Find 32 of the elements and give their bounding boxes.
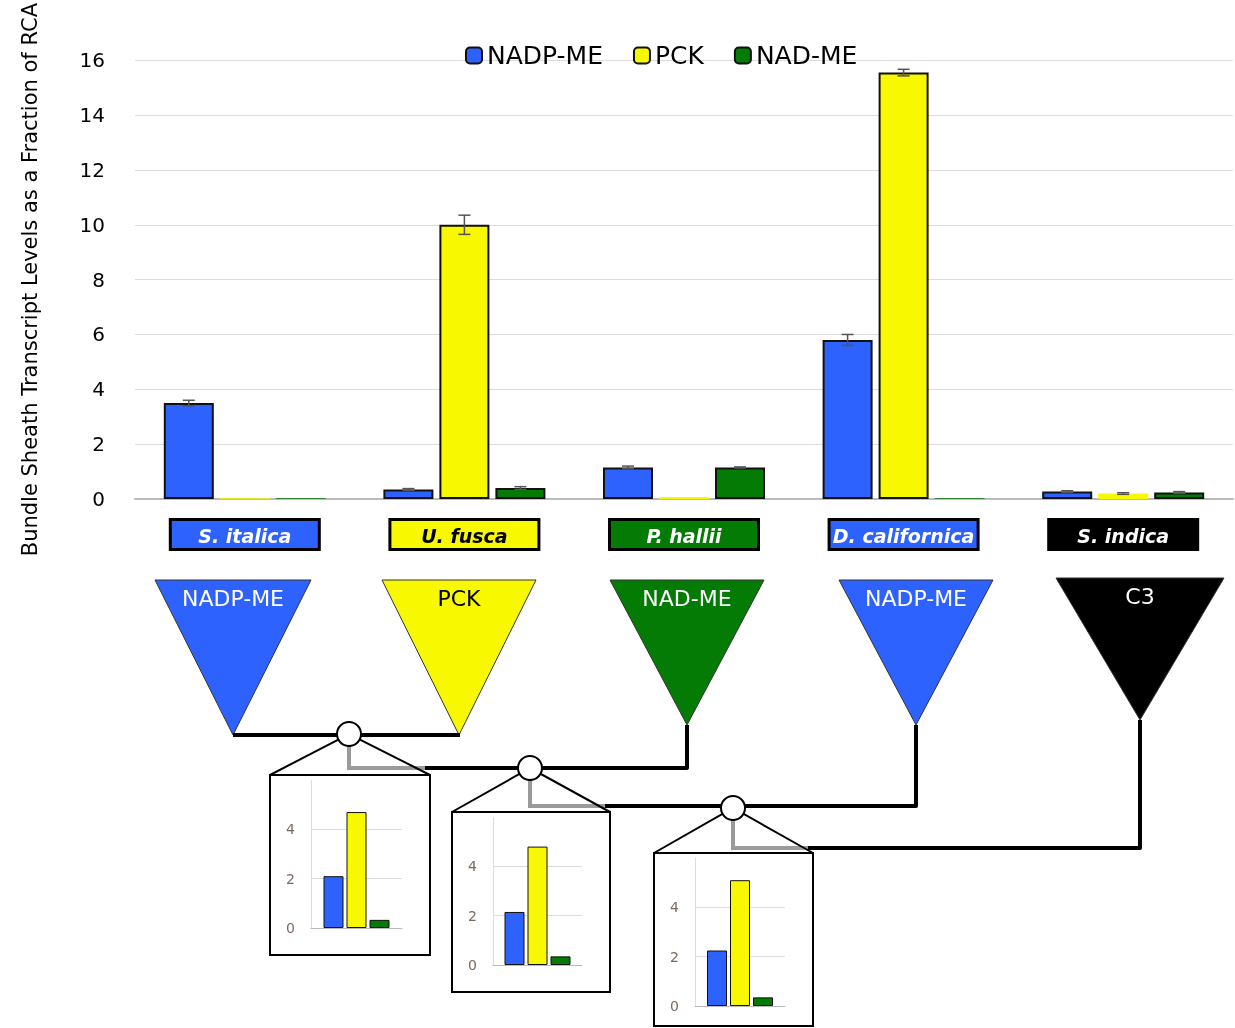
y-tick-label: 8	[92, 267, 105, 292]
legend-label: NADP-ME	[487, 41, 603, 70]
text: NADP-ME	[180, 586, 286, 611]
x-tick-label: S. italica	[198, 524, 292, 547]
y-tick-label: 2	[670, 948, 679, 965]
text: PCK	[436, 586, 482, 611]
x-tick-label: S. indica	[1077, 524, 1170, 547]
y-tick-label: 4	[468, 858, 478, 875]
y-tick-label: 0	[286, 920, 295, 936]
y-axis-title: Bundle Sheath Transcript Levels as a Fraction of RCA	[17, 2, 42, 557]
y-tick-label: 0	[468, 957, 477, 973]
y-tick-label: 10	[79, 212, 105, 237]
text: NADP-ME	[863, 586, 969, 611]
legend-label: NAD-ME	[755, 41, 858, 70]
x-tick-label: P. hallii	[646, 524, 723, 547]
y-tick-label: 4	[286, 821, 296, 838]
y-tick-label: 12	[79, 157, 105, 182]
y-tick-label: 4	[92, 377, 105, 402]
text: NAD-ME	[641, 586, 733, 611]
y-tick-label: 4	[670, 899, 680, 916]
y-tick-label: 2	[92, 432, 105, 457]
x-tick-label: D. californica	[832, 524, 975, 547]
y-tick-label: 2	[286, 870, 295, 887]
y-tick-label: 6	[92, 322, 105, 347]
y-tick-label: 16	[79, 48, 105, 73]
y-tick-label: 2	[468, 907, 477, 924]
y-tick-label: 14	[79, 103, 105, 128]
x-tick-label: U. fusca	[421, 524, 508, 547]
text: C3	[1124, 584, 1156, 609]
y-tick-label: 0	[670, 998, 679, 1014]
y-tick-label: 0	[92, 487, 105, 511]
legend-label: PCK	[654, 41, 705, 70]
